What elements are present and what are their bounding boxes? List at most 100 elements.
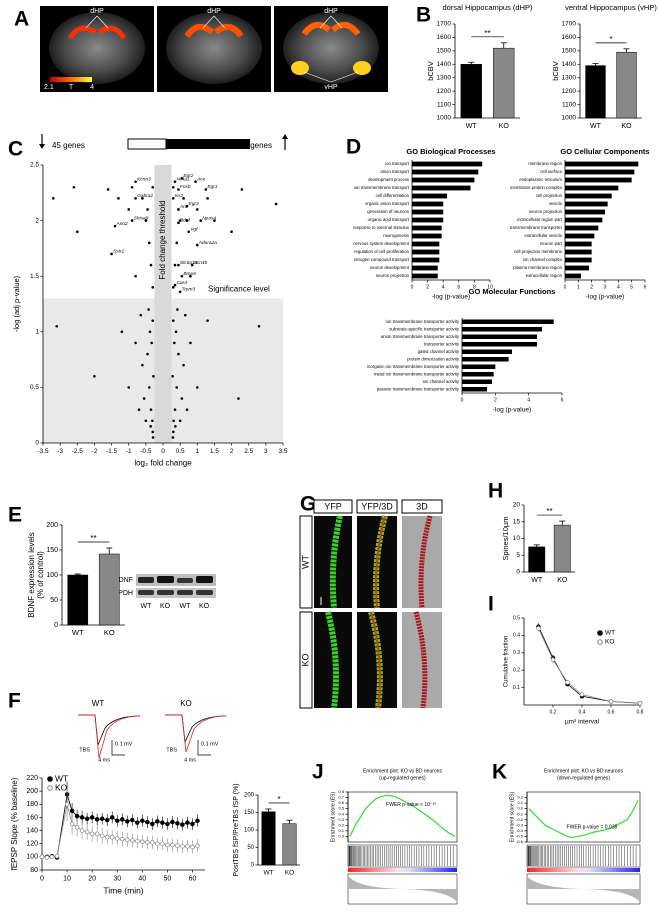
- bar: [565, 201, 608, 207]
- point: [151, 436, 155, 439]
- x-tick-label: 0: [161, 448, 165, 455]
- bar: [565, 169, 635, 175]
- marker: [175, 821, 180, 826]
- legend-label: WT: [55, 773, 68, 783]
- band: [157, 590, 174, 595]
- annotation: 45 genes: [52, 141, 85, 150]
- bar: [565, 209, 605, 215]
- gene-label: Ace: [196, 176, 206, 182]
- bar: [412, 257, 440, 263]
- marker: [114, 836, 120, 841]
- gene-point: [113, 224, 117, 228]
- trace-label: WT: [92, 699, 105, 708]
- x-axis-label: -log (p-value): [493, 407, 531, 414]
- marker: [170, 819, 175, 825]
- y-tick-label: 50: [50, 597, 58, 604]
- point: [151, 319, 155, 322]
- point: [141, 197, 144, 200]
- y-tick-label: 0.4: [513, 633, 520, 639]
- bar: [412, 233, 442, 239]
- x-tick-label: 0: [564, 284, 567, 290]
- stimulus-label: TBS: [79, 747, 90, 753]
- panel-label: G: [300, 493, 316, 516]
- gene-point: [177, 188, 180, 191]
- x-tick-label: 0.4: [579, 709, 586, 715]
- gene-point: [199, 219, 203, 222]
- band: [177, 578, 193, 583]
- trace-pre: [165, 714, 227, 744]
- point: [182, 197, 185, 200]
- x-tick-label: WT: [72, 628, 84, 637]
- pointer: [202, 15, 215, 29]
- gene-label: Adora2a: [198, 240, 217, 246]
- bar: [412, 193, 448, 199]
- point: [75, 230, 79, 234]
- x-tick-label: 3: [264, 448, 268, 455]
- category-label: neuron development: [370, 265, 410, 270]
- x-tick-label: 5: [630, 284, 633, 290]
- column-label: YFP: [324, 501, 342, 511]
- region-label: vHP: [324, 84, 338, 91]
- point: [178, 419, 182, 423]
- bar: [565, 225, 599, 231]
- chart-subtitle: (down-regulated genes): [557, 775, 610, 781]
- point: [171, 374, 174, 378]
- lane-label: KO: [160, 603, 171, 610]
- legend-label: KO: [55, 782, 68, 792]
- x-tick-label: 0.2: [550, 709, 557, 715]
- x-tick-label: -3.5: [37, 448, 49, 455]
- x-tick-label: WT: [263, 870, 273, 877]
- category-label: metal ion transmembrane transporter acti…: [374, 371, 460, 376]
- bar: [565, 273, 581, 279]
- legend-marker: [47, 785, 53, 791]
- bar: [553, 524, 571, 573]
- marker: [89, 831, 95, 837]
- colorbar-max: 4: [90, 84, 94, 91]
- category-label: vesicle: [549, 201, 563, 206]
- y-tick-label: 0.3: [338, 817, 344, 822]
- bar: [412, 273, 438, 279]
- marker: [130, 838, 135, 843]
- point: [127, 208, 131, 211]
- point: [134, 274, 137, 278]
- colorbar: [50, 77, 92, 82]
- colorbar-label: T: [69, 84, 74, 91]
- marker: [150, 840, 155, 845]
- band: [138, 590, 154, 595]
- x-tick-label: 20: [88, 875, 96, 882]
- bar: [412, 217, 444, 223]
- y-tick-label: 0: [251, 863, 255, 869]
- marker: [84, 829, 90, 835]
- marker: [64, 802, 70, 807]
- point: [173, 408, 177, 411]
- point: [151, 286, 155, 289]
- annotation: Fold change threshold: [158, 200, 167, 279]
- annotation: 77 genes: [239, 141, 272, 150]
- significance-label: **: [90, 534, 96, 543]
- marker: [99, 833, 105, 839]
- gene-point: [134, 197, 137, 200]
- x-tick-label: 2.5: [244, 448, 253, 455]
- bar: [565, 193, 612, 199]
- marker: [99, 816, 105, 821]
- point: [151, 185, 155, 189]
- gene-label: Sstr2: [113, 249, 125, 255]
- y-tick-label: 0: [35, 440, 39, 447]
- marker: [119, 817, 125, 822]
- gene-point: [180, 177, 184, 180]
- western-blot: BDNF GAPDH WT KO WT KO: [108, 574, 216, 610]
- scale-bar: [197, 740, 211, 756]
- category-label: substrate-specific transporter activity: [389, 326, 460, 331]
- marker: [170, 842, 175, 848]
- point: [180, 397, 184, 400]
- y-tick-label: 1300: [437, 74, 452, 81]
- x-tick-label: WT: [466, 123, 478, 130]
- gene-point: [171, 197, 175, 200]
- gene-label: Vgf: [190, 226, 198, 232]
- pointer: [85, 15, 98, 29]
- legend-label: KO: [605, 639, 614, 646]
- gene-label: Gabra2: [137, 193, 153, 199]
- category-label: cell differentiation: [376, 193, 410, 198]
- category-label: endoplasmic reticulum: [519, 177, 562, 182]
